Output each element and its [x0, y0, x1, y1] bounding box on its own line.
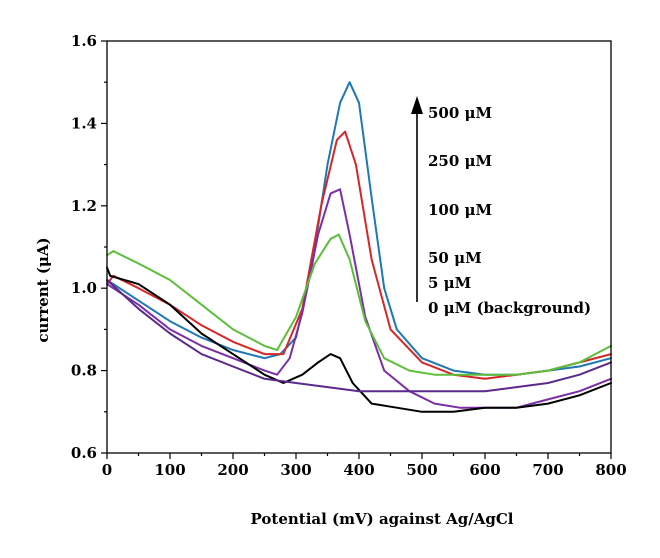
x-tick-label: 800	[595, 461, 626, 479]
annotation-label: 500 μM	[428, 104, 492, 122]
series-line-0	[106, 81, 612, 376]
x-tick-label: 100	[154, 461, 185, 479]
annotation-label: 100 μM	[428, 201, 492, 219]
series-line-1	[106, 130, 612, 380]
ticks-layer: 0 100 200 300 400 500 600 700 800 0.6 0.8 1.0 1.2 1.4…	[71, 32, 627, 479]
y-tick-label: 1.0	[71, 279, 97, 297]
y-tick-label: 1.4	[71, 114, 97, 132]
annotation-label: 5 μM	[428, 274, 471, 292]
x-tick-label: 0	[102, 461, 112, 479]
y-tick-label: 1.2	[71, 197, 97, 215]
annotation-label: 250 μM	[428, 152, 492, 170]
y-tick-label: 1.6	[71, 32, 97, 50]
y-axis-label: current (μA)	[34, 237, 52, 342]
x-axis-label: Potential (mV) against Ag/AgCl	[251, 510, 514, 528]
concentration-annotation: 500 μM 250 μM 100 μM 50 μM 5 μM 0 μM (ba…	[411, 96, 591, 317]
arrow-up-icon	[411, 96, 423, 114]
x-tick-label: 300	[280, 461, 311, 479]
series-line-5	[106, 279, 612, 393]
series-line-4	[106, 266, 612, 413]
annotation-label: 50 μM	[428, 249, 482, 267]
plot-frame	[106, 40, 612, 454]
x-tick-label: 200	[217, 461, 248, 479]
x-tick-label: 700	[532, 461, 563, 479]
x-tick-label: 600	[469, 461, 500, 479]
series-layer	[106, 81, 612, 413]
x-tick-label: 400	[343, 461, 374, 479]
series-line-3	[106, 233, 612, 376]
y-tick-label: 0.6	[71, 444, 97, 462]
y-tick-label: 0.8	[71, 362, 97, 380]
annotation-label: 0 μM (background)	[428, 299, 591, 317]
x-tick-label: 500	[406, 461, 437, 479]
